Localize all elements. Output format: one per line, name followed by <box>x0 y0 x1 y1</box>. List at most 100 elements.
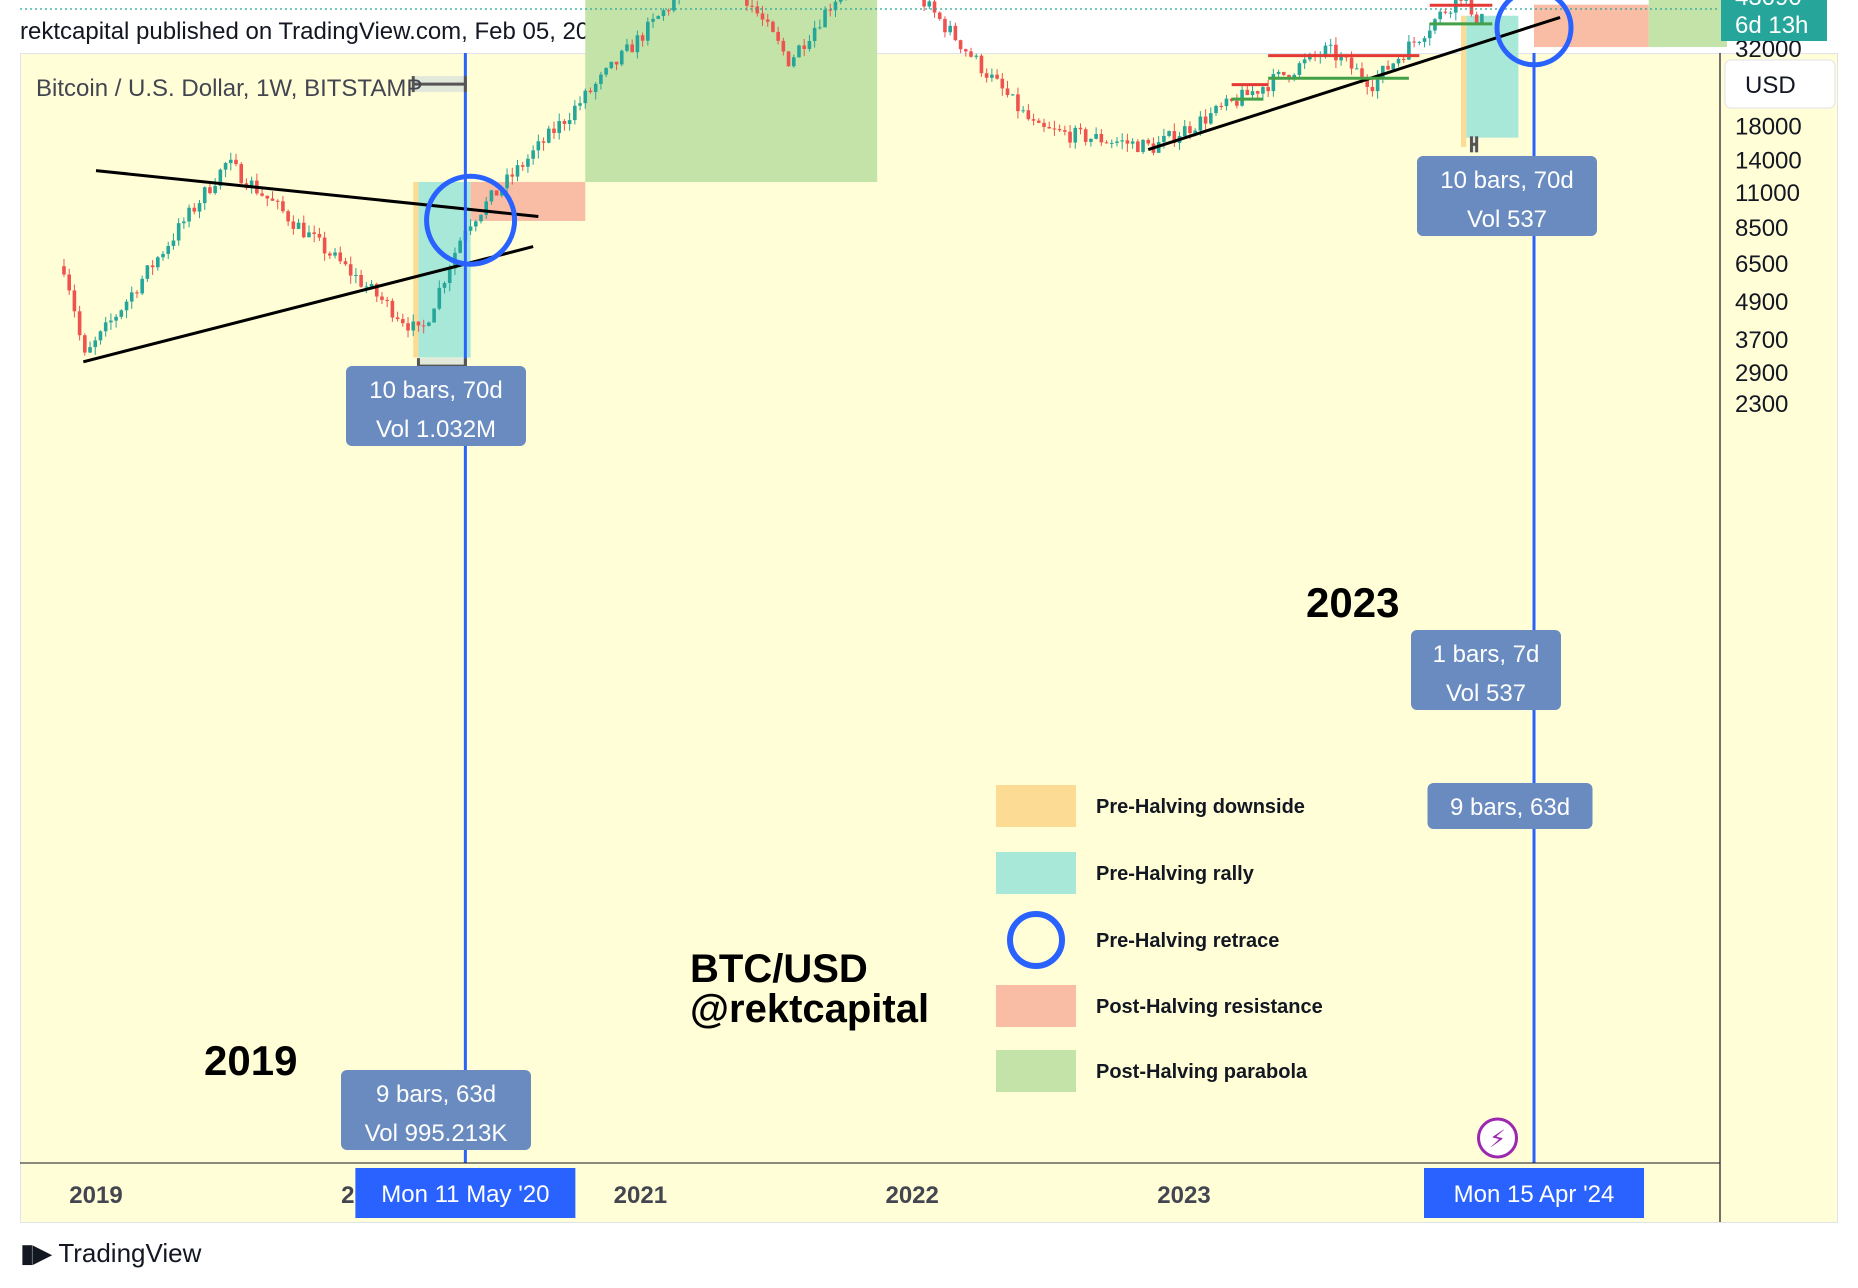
candle <box>791 54 796 68</box>
candle-body <box>473 221 478 227</box>
candle-body <box>625 44 629 51</box>
candle-body <box>1073 127 1078 143</box>
candle <box>745 0 749 11</box>
candle <box>161 251 165 261</box>
candle-body <box>369 283 374 287</box>
tradingview-logo[interactable]: ▮▶ TradingView <box>20 1238 201 1269</box>
candle-body <box>656 16 661 19</box>
candle-body <box>1219 105 1224 107</box>
chart-symbol-title: Bitcoin / U.S. Dollar, 1W, BITSTAMP <box>36 75 422 102</box>
candle-body <box>990 74 994 78</box>
candle <box>1308 52 1312 62</box>
candle-body <box>124 301 129 311</box>
candle <box>943 16 947 38</box>
candle <box>192 203 197 215</box>
candle <box>1209 107 1213 125</box>
tradingview-logo-icon: ▮▶ <box>20 1238 52 1268</box>
currency-button[interactable]: USD <box>1724 59 1836 109</box>
candle-body <box>176 223 181 241</box>
candle-body <box>526 158 530 167</box>
candle-body <box>1235 100 1239 106</box>
candle-body <box>1224 98 1229 107</box>
candle-body <box>1407 41 1411 60</box>
candle-body <box>1328 44 1333 46</box>
candle-body <box>1209 113 1213 124</box>
candle <box>390 298 395 322</box>
candle <box>411 314 416 337</box>
candle <box>249 176 254 194</box>
candle-body <box>1078 127 1083 130</box>
candle-body <box>745 0 749 6</box>
currency-label: USD <box>1745 72 1796 99</box>
candle-body <box>1354 68 1359 70</box>
candle-body <box>818 27 822 29</box>
candle-body <box>1245 89 1250 96</box>
candle <box>969 47 973 58</box>
candle <box>343 257 348 266</box>
candle <box>1120 133 1124 150</box>
candle-body <box>208 187 212 194</box>
candle-body <box>1172 131 1177 143</box>
candle-body <box>265 195 270 199</box>
candle-body <box>286 211 290 222</box>
candle-body <box>88 347 92 353</box>
candle-body <box>510 174 515 177</box>
candle-body <box>395 317 400 320</box>
candle-body <box>62 266 66 275</box>
candle <box>567 112 572 131</box>
candle-body <box>505 174 509 189</box>
price-tick-label: 2300 <box>1735 391 1788 418</box>
candle-body <box>1323 45 1328 56</box>
candle-body <box>791 57 796 67</box>
candle <box>1094 127 1098 140</box>
candle-body <box>797 45 801 58</box>
candle <box>1469 0 1474 17</box>
candle <box>1005 80 1010 98</box>
candle-body <box>1109 142 1114 144</box>
candle <box>109 313 113 330</box>
candle <box>562 119 567 131</box>
candle-body <box>520 165 525 167</box>
candle <box>536 134 541 159</box>
candle-body <box>312 232 316 234</box>
candle <box>291 215 296 235</box>
candle <box>93 336 98 355</box>
candle <box>781 37 786 56</box>
candle <box>1339 51 1343 66</box>
candle-body <box>1141 139 1145 153</box>
candle-body <box>1203 116 1208 124</box>
last-price-value: 43090 <box>1735 0 1802 11</box>
candle <box>546 125 551 144</box>
halving-date-text: Mon 15 Apr '24 <box>1454 1181 1615 1208</box>
candle <box>1334 37 1338 69</box>
candle <box>828 3 833 17</box>
candle <box>599 71 603 90</box>
candle <box>995 69 999 80</box>
legend-item: Post-Halving parabola <box>996 1050 1308 1092</box>
candle <box>1464 0 1469 6</box>
legend-swatch <box>996 852 1076 894</box>
candle <box>479 214 483 224</box>
candle-body <box>401 319 405 324</box>
candle <box>197 199 202 219</box>
candle <box>526 154 530 173</box>
candle <box>119 309 124 320</box>
candle <box>317 227 322 241</box>
candle <box>666 8 671 16</box>
candle-body <box>150 265 155 268</box>
candle <box>187 204 191 228</box>
candle <box>265 195 270 207</box>
lightning-icon-glyph: ⚡ <box>1489 1125 1506 1153</box>
candle-body <box>234 159 238 165</box>
candle-body <box>281 201 285 212</box>
candle-body <box>984 73 989 78</box>
legend-label: Post-Halving parabola <box>1096 1061 1308 1083</box>
candle-body <box>202 187 207 204</box>
candle <box>333 248 337 259</box>
candle-body <box>651 18 655 22</box>
candle <box>1219 102 1224 110</box>
candle <box>114 314 118 328</box>
candle <box>833 0 838 17</box>
measure-callout-2024-top-line1: 10 bars, 70d <box>1440 167 1573 194</box>
